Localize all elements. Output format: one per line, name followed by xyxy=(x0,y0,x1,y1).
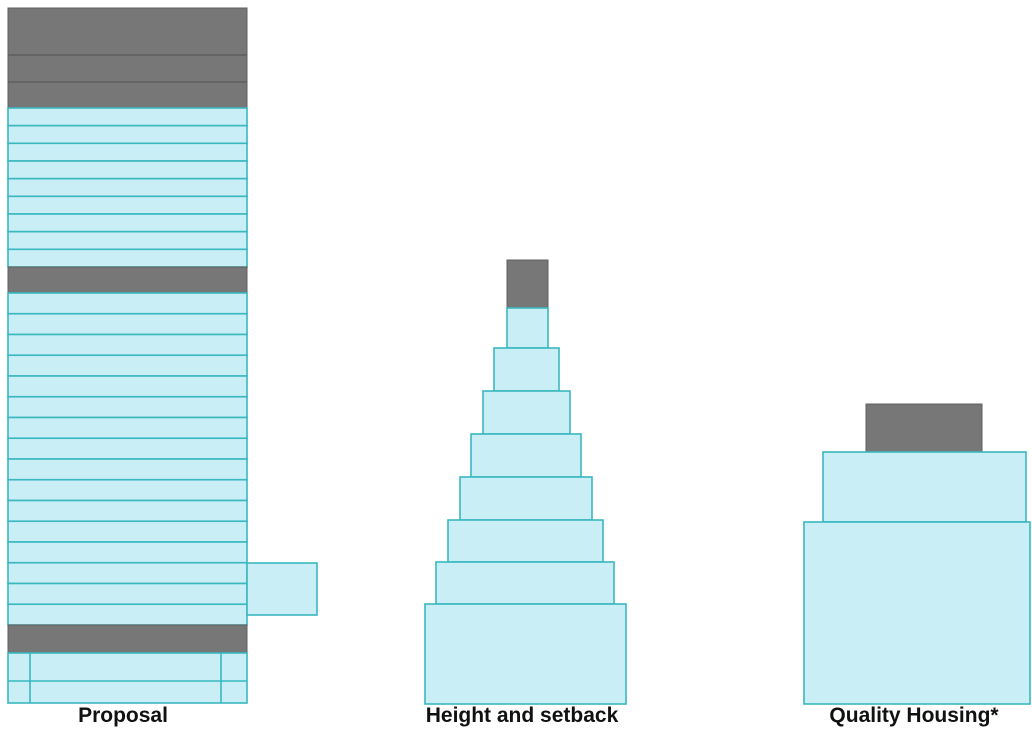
floor-plate xyxy=(7,582,248,606)
floor-plate xyxy=(7,142,248,162)
floor-plate xyxy=(7,160,248,180)
setback-tier xyxy=(424,603,627,705)
floor-plate xyxy=(7,177,248,198)
setback-tier xyxy=(493,347,560,392)
tower-mechanical-mid xyxy=(7,266,248,294)
proposal-tower xyxy=(7,7,318,704)
floor-plate xyxy=(7,312,248,336)
height-setback-massing xyxy=(424,259,627,705)
floor-plate xyxy=(7,478,248,502)
floor-plate xyxy=(7,292,248,315)
setback-tier xyxy=(459,476,593,521)
qh-upper-tier xyxy=(822,451,1027,523)
floor-plate xyxy=(7,124,248,145)
floor-plate xyxy=(7,213,248,233)
floor-plate xyxy=(7,437,248,460)
setback-tier xyxy=(482,390,571,435)
tower-mechanical-low xyxy=(7,624,248,654)
setback-tier xyxy=(447,519,604,563)
floor-plate xyxy=(7,230,248,251)
floor-plate xyxy=(7,248,248,268)
floor-plate xyxy=(7,520,248,543)
floor-plate xyxy=(7,499,248,523)
setback-tier xyxy=(506,307,549,349)
setback-tier xyxy=(470,433,582,478)
floor-plate xyxy=(7,603,248,626)
tower-base xyxy=(7,652,248,704)
floor-plate xyxy=(7,458,248,481)
lower-floors xyxy=(7,292,248,626)
setback-mechanical xyxy=(506,259,549,309)
floor-plate xyxy=(7,416,248,440)
caption-quality-housing: Quality Housing* xyxy=(829,704,999,727)
quality-housing-massing xyxy=(803,403,1031,705)
floor-plate xyxy=(7,541,248,564)
caption-proposal: Proposal xyxy=(78,704,168,727)
floor-plate xyxy=(7,354,248,377)
floor-plate xyxy=(7,333,248,357)
floor-plate xyxy=(7,561,248,585)
floor-plate xyxy=(7,395,248,419)
floor-plate xyxy=(7,107,248,127)
floor-plate xyxy=(7,375,248,398)
tower-annex xyxy=(246,562,318,616)
tower-mechanical-top xyxy=(7,7,248,109)
qh-base-tier xyxy=(803,521,1031,705)
caption-height-setback: Height and setback xyxy=(425,704,619,727)
upper-floors xyxy=(7,107,248,268)
qh-mechanical xyxy=(865,403,983,453)
floor-plate xyxy=(7,195,248,215)
setback-tier xyxy=(435,561,615,605)
